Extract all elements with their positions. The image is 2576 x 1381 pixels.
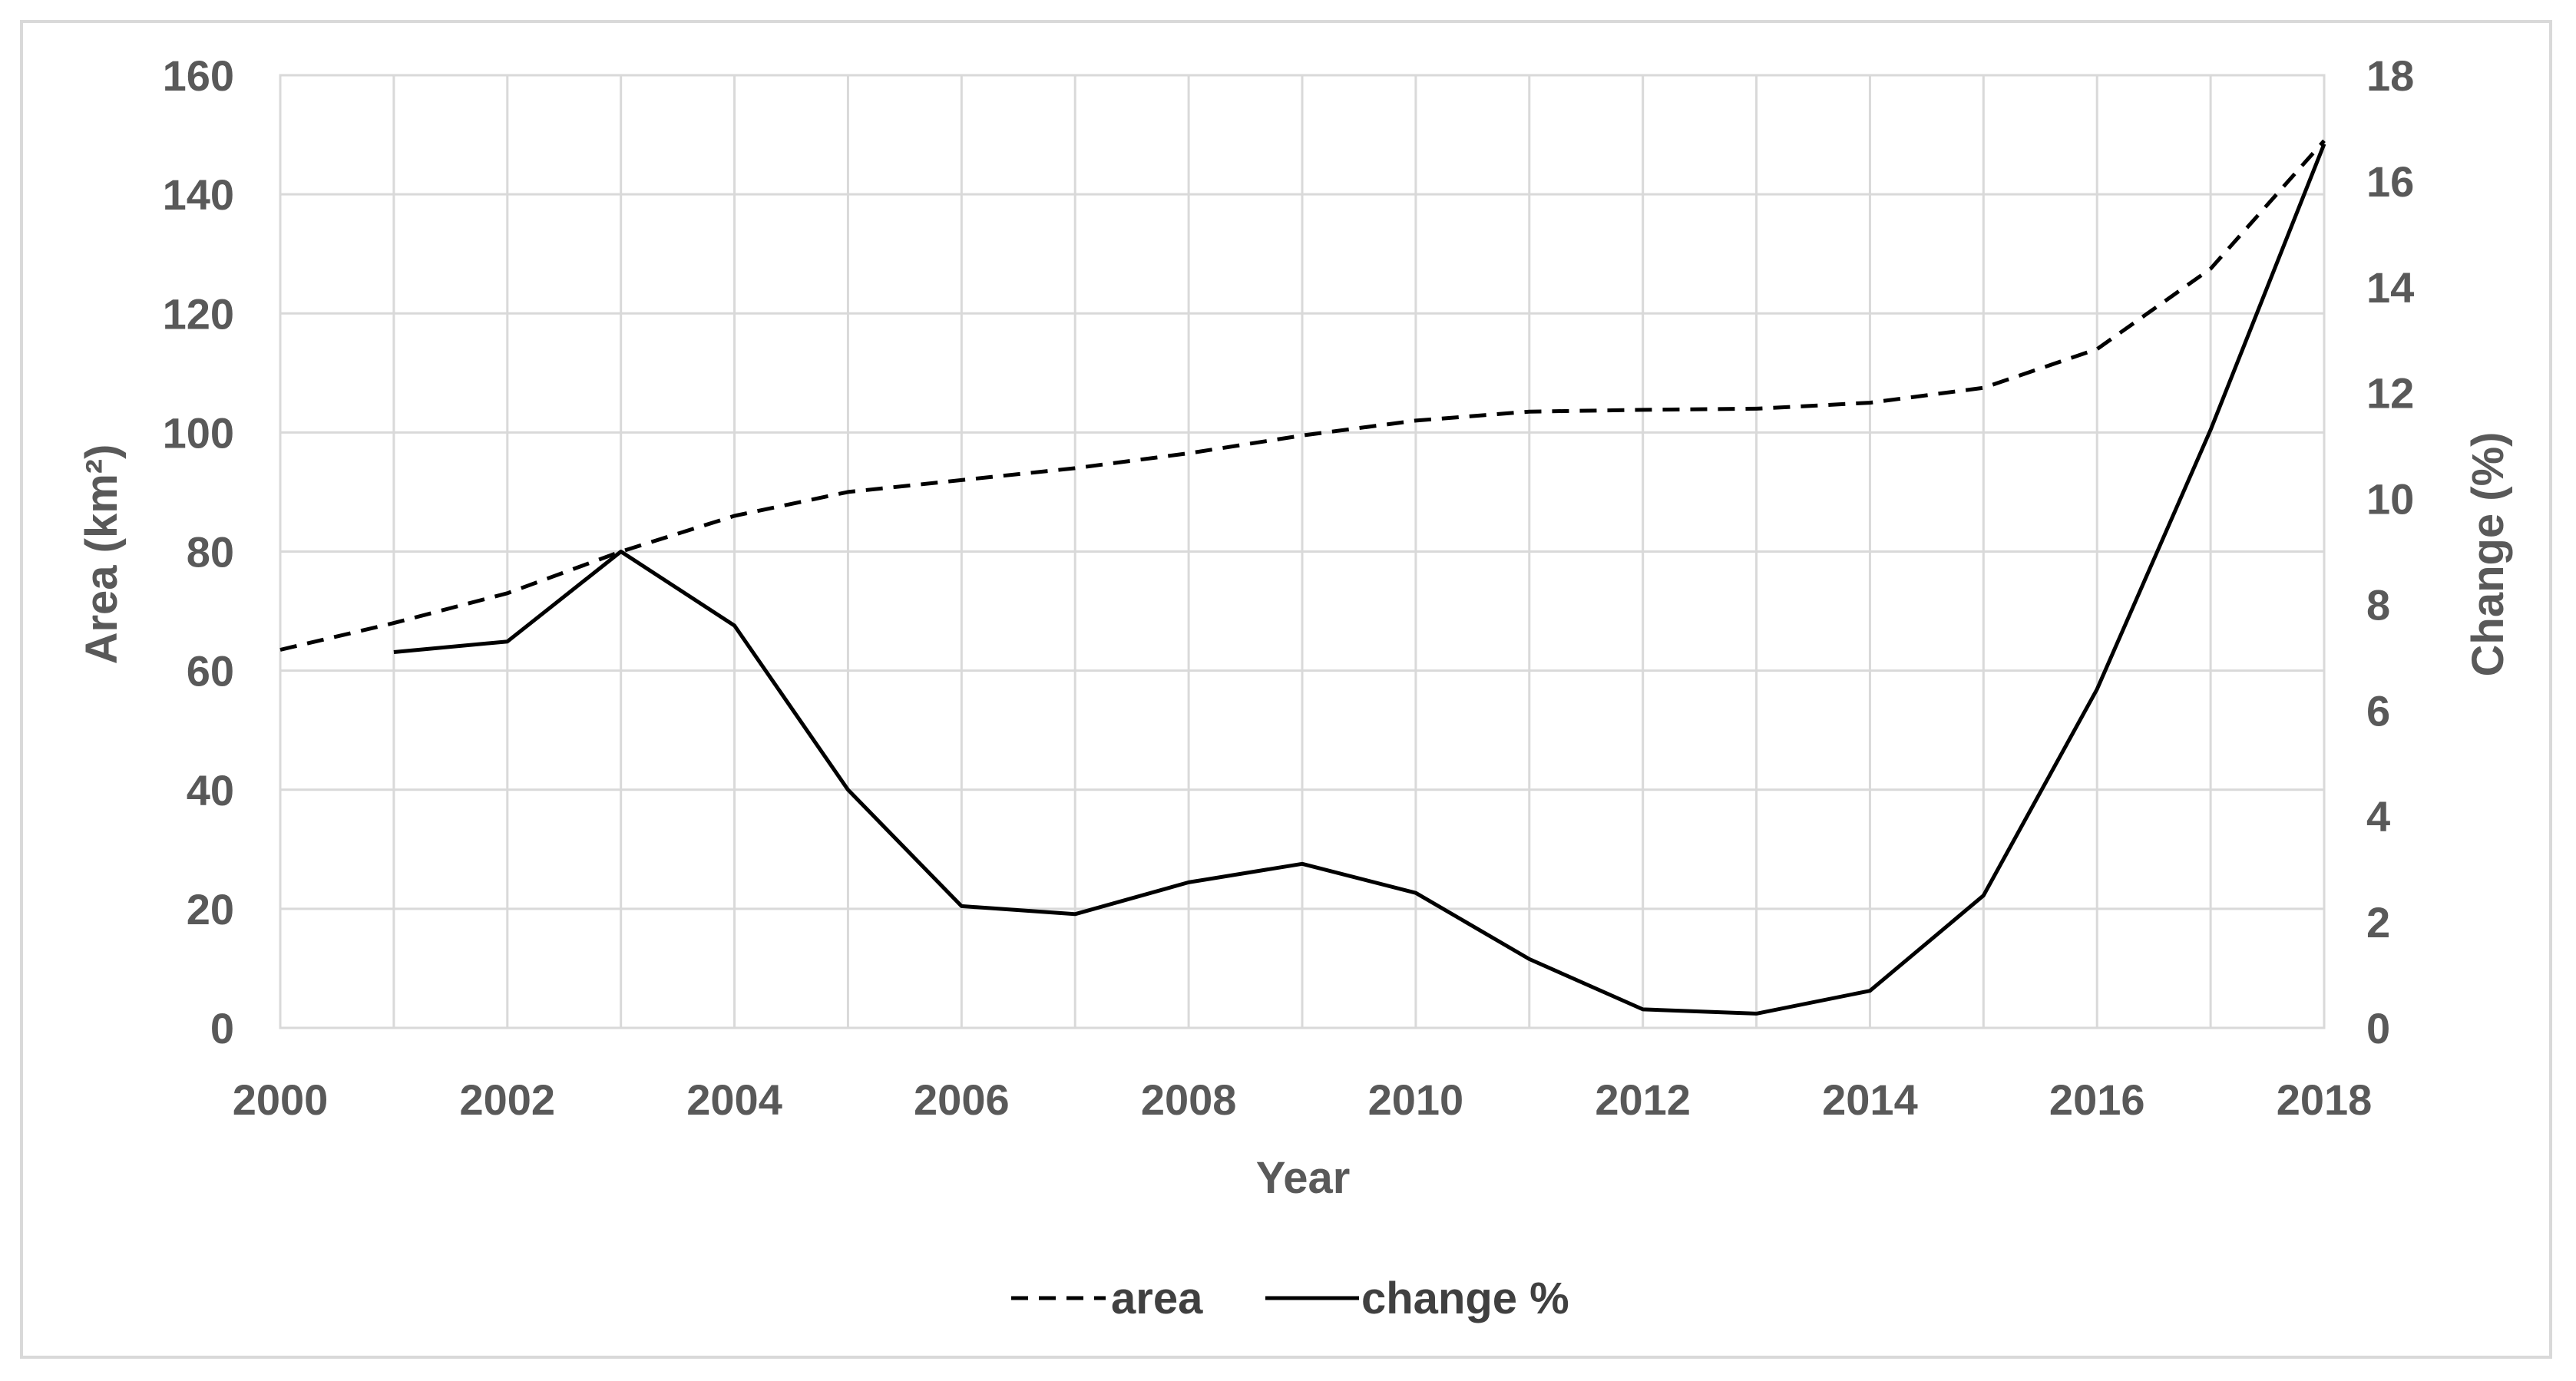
grid-lines — [279, 74, 2326, 1029]
x-tick-label: 2008 — [1141, 1075, 1237, 1124]
y-tick-label: 40 — [187, 766, 234, 814]
y2-tick-label: 10 — [2366, 475, 2414, 524]
y-tick-label: 100 — [163, 408, 234, 457]
x-axis-title: Year — [1256, 1153, 1351, 1203]
x-tick-label: 2004 — [686, 1075, 782, 1124]
y2-tick-label: 2 — [2366, 898, 2390, 947]
y2-tick-label: 12 — [2366, 369, 2414, 418]
x-tick-label: 2000 — [233, 1075, 329, 1124]
x-tick-label: 2014 — [1822, 1075, 1918, 1124]
y-tick-label: 120 — [163, 289, 234, 338]
y2-tick-label: 16 — [2366, 157, 2414, 206]
x-tick-label: 2012 — [1595, 1075, 1691, 1124]
legend: area change % — [1011, 1274, 1569, 1323]
y2-tick-label: 18 — [2366, 51, 2414, 100]
y-axis-title: Area (km²) — [77, 444, 127, 665]
plot-area-border — [279, 74, 2326, 1029]
legend-area-label: area — [1111, 1274, 1203, 1323]
chart-frame — [20, 20, 2552, 1359]
legend-change-label: change % — [1361, 1274, 1569, 1323]
y2-tick-label: 6 — [2366, 686, 2390, 735]
x-tick-label: 2006 — [914, 1075, 1010, 1124]
y2-axis-title: Change (%) — [2463, 432, 2513, 677]
y-tick-label: 160 — [163, 51, 234, 100]
y2-tick-label: 14 — [2366, 263, 2414, 312]
x-tick-label: 2018 — [2277, 1075, 2373, 1124]
y-tick-label: 140 — [163, 170, 234, 219]
y-tick-label: 0 — [210, 1004, 234, 1052]
y2-tick-label: 8 — [2366, 580, 2390, 629]
y-tick-label: 60 — [187, 647, 234, 695]
series-line-change — [393, 143, 2326, 1016]
x-tick-label: 2010 — [1368, 1075, 1464, 1124]
tick-labels: 0 20 40 60 80 100 120 140 160 0 2 4 6 8 10 12 14 16 18 2000… — [163, 51, 2415, 1124]
series-layer — [279, 139, 2326, 1016]
x-tick-label: 2016 — [2049, 1075, 2145, 1124]
y2-tick-label: 4 — [2366, 792, 2390, 841]
y-tick-label: 80 — [187, 528, 234, 577]
y-tick-label: 20 — [187, 885, 234, 933]
y2-tick-label: 0 — [2366, 1004, 2390, 1052]
x-tick-label: 2002 — [459, 1075, 555, 1124]
